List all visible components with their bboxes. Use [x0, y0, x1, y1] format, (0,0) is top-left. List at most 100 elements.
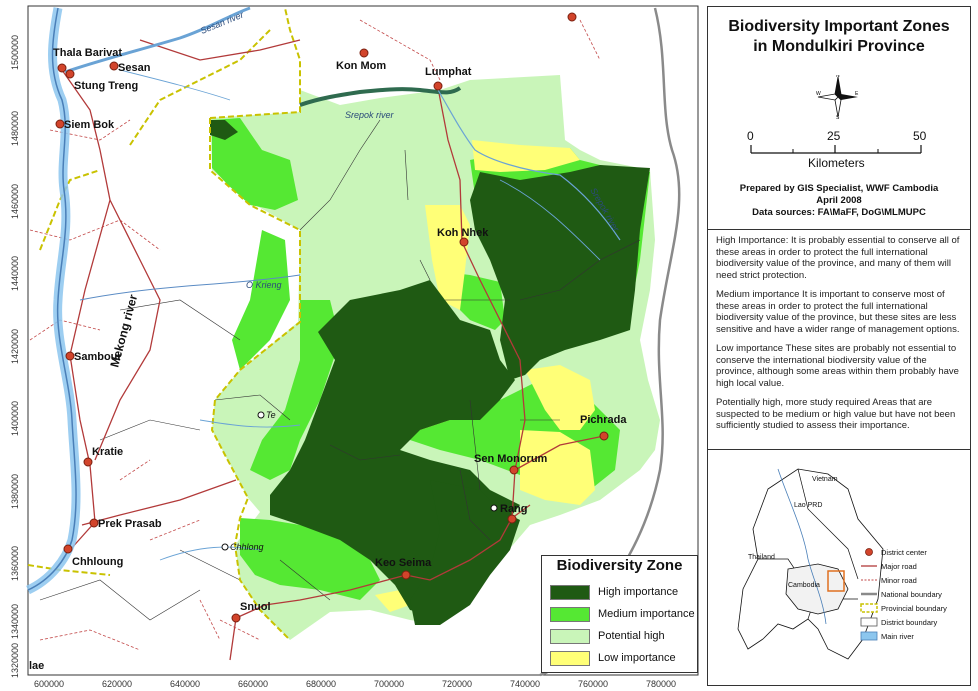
- place-label: Thala Barivat: [53, 47, 122, 59]
- svg-text:S: S: [836, 115, 840, 119]
- map-title: Biodiversity Important Zones in Mondulki…: [728, 18, 950, 55]
- place-label: Prek Prasab: [98, 518, 162, 530]
- map-frame[interactable]: 600000 620000 640000 660000 680000 70000…: [0, 0, 700, 691]
- y-axis-ticks: 1500000 1480000 1460000 1440000 1420000 …: [10, 35, 20, 678]
- legend-item-high: High importance: [550, 583, 678, 601]
- town-icon: [257, 411, 265, 419]
- locator-map: Vietnam Lao PRD Thailand Cambodia Distri…: [708, 449, 970, 685]
- national-boundary-icon: [861, 592, 877, 596]
- place-label: Sen Monorum: [474, 453, 548, 465]
- y-tick-label: 1460000: [10, 184, 20, 219]
- town-icon: [490, 504, 498, 512]
- locator-highlight: [827, 570, 845, 592]
- credits: Prepared by GIS Specialist, WWF Cambodia…: [708, 183, 970, 219]
- x-tick-label: 760000: [578, 679, 608, 689]
- zone-low-6: [375, 590, 410, 612]
- place-label: Lumphat: [425, 66, 472, 78]
- legend-label: Potential high: [598, 630, 665, 642]
- district-center-icon: [599, 431, 609, 441]
- loc-legend-row: District center: [860, 545, 962, 559]
- district-center-icon: [509, 465, 519, 475]
- district-center-icon: [433, 81, 443, 91]
- district-center-icon: [57, 63, 67, 73]
- scale-bar: 0 25 50 Kilometers: [747, 129, 927, 170]
- side-panel: Biodiversity Important Zones in Mondulki…: [707, 6, 971, 686]
- x-tick-label: 740000: [510, 679, 540, 689]
- legend-swatch: [550, 628, 590, 644]
- legend-label: Low importance: [598, 652, 676, 664]
- locator-svg: Vietnam Lao PRD Thailand Cambodia: [737, 468, 884, 660]
- note-potential: Potentially high, more study required Ar…: [716, 397, 956, 431]
- place-label: Siem Bok: [64, 119, 115, 131]
- loc-legend-row: Main river: [860, 629, 962, 643]
- zone-low-1: [472, 140, 580, 172]
- district-center-icon: [359, 48, 369, 58]
- title-box: Biodiversity Important Zones in Mondulki…: [708, 7, 970, 230]
- river-minor: [119, 69, 601, 561]
- zone-medium-2: [232, 230, 290, 370]
- x-axis-ticks: 600000 620000 640000 660000 680000 70000…: [34, 679, 676, 689]
- locator-mekong: [777, 468, 827, 625]
- credit-line: Prepared by GIS Specialist, WWF Cambodia: [739, 183, 939, 194]
- district-center-icon: [401, 570, 411, 580]
- river-srepok: [299, 86, 462, 107]
- legend-label: High importance: [598, 586, 679, 598]
- biodiversity-legend: Biodiversity Zone High importance Medium…: [541, 555, 698, 673]
- loc-legend-label: Minor road: [881, 575, 917, 585]
- locator-legend: District center Major road Minor road Na…: [860, 545, 962, 643]
- y-tick-label: 1320000: [10, 643, 20, 678]
- loc-legend-label: District boundary: [881, 617, 938, 627]
- y-tick-label: 1480000: [10, 111, 20, 146]
- locator-label-vietnam: Vietnam: [812, 476, 838, 483]
- north-arrow-icon: N S W E: [816, 75, 859, 119]
- place-label: lae: [29, 660, 44, 672]
- y-tick-label: 1440000: [10, 256, 20, 291]
- place-label: Rang: [500, 503, 528, 515]
- locator-label-thailand: Thailand: [748, 554, 775, 561]
- x-tick-label: 660000: [238, 679, 268, 689]
- river-label-o-krieng: O Krieng: [246, 280, 282, 290]
- place-label: Stung Treng: [74, 80, 138, 92]
- x-tick-label: 780000: [646, 679, 676, 689]
- svg-text:W: W: [816, 91, 821, 97]
- legend-swatch: [550, 650, 590, 666]
- district-centers: [55, 12, 609, 623]
- credit-line: Data sources: FA\MaFF, DoG\MLMUPC: [752, 207, 926, 218]
- map-canvas[interactable]: 600000 620000 640000 660000 680000 70000…: [0, 0, 700, 691]
- loc-legend-label: National boundary: [881, 589, 942, 599]
- scale-tick: 0: [747, 129, 754, 143]
- svg-text:N: N: [836, 75, 840, 79]
- major-road-icon: [861, 565, 877, 567]
- x-tick-label: 620000: [102, 679, 132, 689]
- place-label: Te: [266, 410, 276, 420]
- svg-text:E: E: [855, 91, 859, 97]
- x-tick-label: 700000: [374, 679, 404, 689]
- district-center-icon: [65, 351, 75, 361]
- zone-low-3: [525, 365, 595, 430]
- place-label: Keo Seima: [375, 557, 432, 569]
- place-label: Pichrada: [580, 414, 627, 426]
- legend-swatch: [550, 606, 590, 622]
- river-srepok-east: [437, 89, 621, 241]
- legend-item-low: Low importance: [550, 649, 676, 667]
- note-low: Low importance These sites are probably …: [716, 343, 959, 389]
- main-river-mekong-inner: [27, 7, 77, 591]
- scale-tick: 25: [827, 129, 841, 143]
- credit-line: April 2008: [816, 195, 862, 206]
- zone-low-4: [520, 430, 595, 505]
- district-center-icon: [65, 69, 75, 79]
- main-river-icon: [860, 631, 878, 641]
- loc-legend-label: Provincial boundary: [881, 603, 947, 613]
- river-o-krieng: [79, 274, 301, 301]
- zone-high-4: [410, 480, 520, 625]
- legend-label: Medium importance: [598, 608, 695, 620]
- river-label-srepok: Srepok river: [345, 110, 395, 120]
- legend-item-potential: Potential high: [550, 627, 665, 645]
- scale-unit: Kilometers: [808, 156, 865, 170]
- river-sesan: [64, 6, 251, 74]
- locator-label-cambodia: Cambodia: [788, 582, 820, 589]
- scale-tick: 50: [913, 129, 927, 143]
- x-tick-label: 600000: [34, 679, 64, 689]
- place-label: Chhloung: [72, 556, 123, 568]
- loc-legend-row: Minor road: [860, 573, 962, 587]
